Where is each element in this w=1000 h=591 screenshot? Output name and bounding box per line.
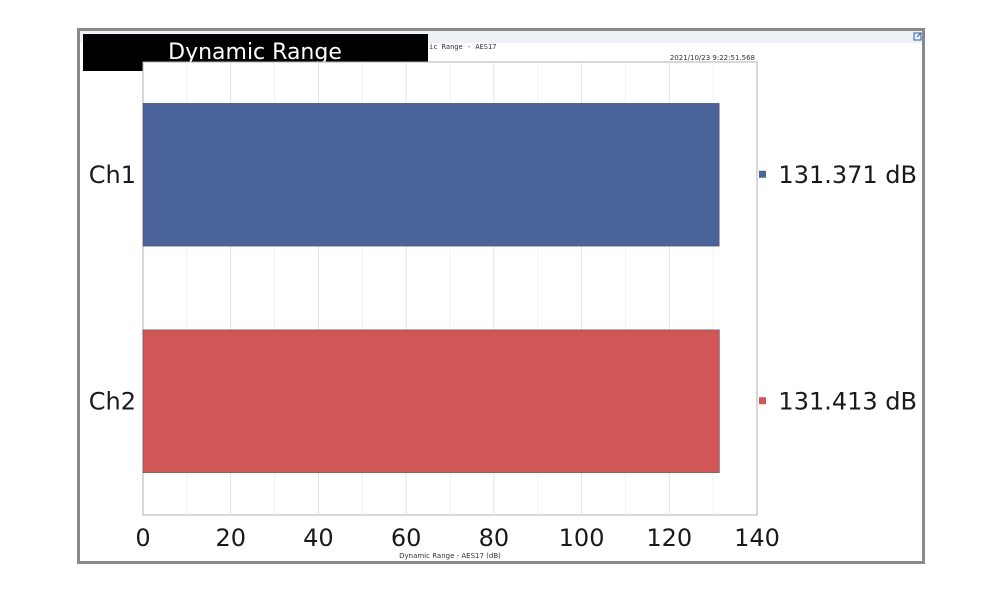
category-label: Ch2	[89, 387, 136, 415]
x-tick-label: 80	[479, 524, 510, 552]
x-tick-label: 0	[135, 524, 150, 552]
x-ticks: 0 20 40 60 80 100 120 140	[135, 524, 780, 552]
x-tick-label: 40	[303, 524, 334, 552]
x-tick-label: 100	[559, 524, 605, 552]
bar-ch2	[142, 329, 720, 473]
plot-caption: ic Range - AES17	[429, 43, 496, 51]
category-label: Ch1	[89, 161, 136, 189]
value-label: 131.413 dB	[778, 387, 917, 415]
legend-swatch	[759, 397, 766, 405]
x-tick-label: 60	[391, 524, 422, 552]
category-labels: Ch1 Ch2	[89, 161, 136, 416]
timestamp: 2021/10/23 9:22:51.568	[670, 54, 755, 62]
chart: Dynamic Range ic Range - AES17 2021/10/2…	[80, 31, 922, 560]
chart-title: Dynamic Range	[168, 40, 342, 65]
chart-frame: Dynamic Range ic Range - AES17 2021/10/2…	[77, 28, 925, 564]
legend: 131.371 dB 131.413 dB	[759, 161, 917, 415]
x-tick-label: 120	[646, 524, 692, 552]
x-axis-label: Dynamic Range - AES17 (dB)	[399, 552, 501, 560]
x-tick-label: 20	[215, 524, 246, 552]
legend-swatch	[759, 170, 766, 178]
x-tick-label: 140	[734, 524, 780, 552]
bars	[142, 103, 720, 473]
bar-ch1	[142, 103, 720, 247]
value-label: 131.371 dB	[778, 161, 917, 189]
external-link-icon[interactable]	[913, 32, 922, 41]
